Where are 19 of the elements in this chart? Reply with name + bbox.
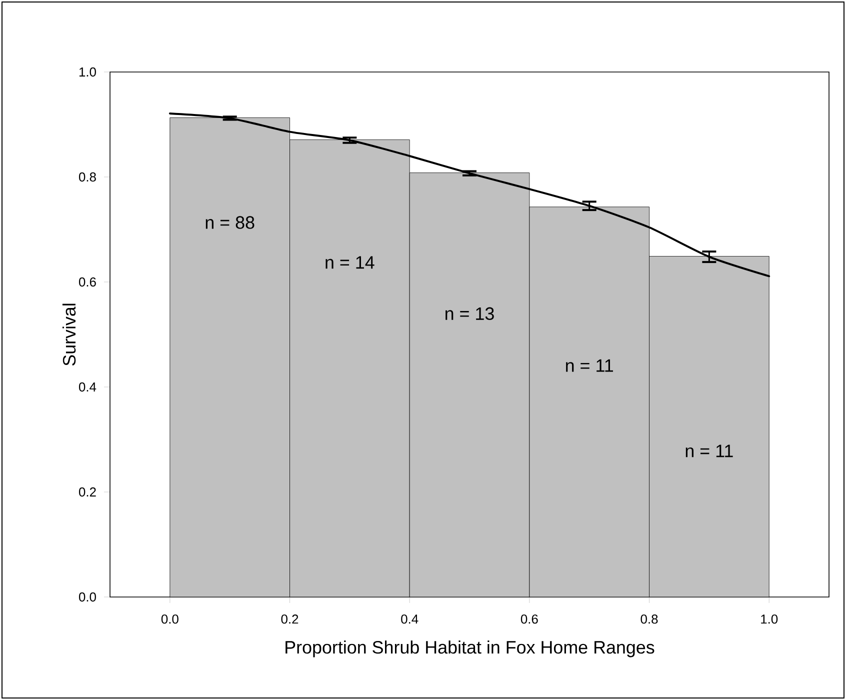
x-tick-label: 0.4 — [401, 614, 418, 624]
annotation: n = 13 — [446, 307, 494, 320]
y-tick-label: 0.8 — [78, 172, 96, 182]
annotation: n = 14 — [326, 256, 374, 269]
y-tick-label: 0.4 — [78, 382, 96, 392]
y-tick-label: 0.6 — [78, 277, 96, 287]
x-tick-label: 0.2 — [281, 614, 298, 624]
x-axis-title: Proportion Shrub Habitat in Fox Home Ranges — [286, 640, 654, 658]
y-tick-label: 0.2 — [78, 487, 96, 497]
x-tick-label: 0.8 — [640, 614, 658, 624]
y-tick-label: 0.0 — [78, 592, 96, 602]
annotation: n = 88 — [206, 216, 254, 229]
y-tick-label: 1.0 — [79, 67, 96, 77]
x-tick-label: 0.0 — [161, 614, 178, 624]
y-axis-title: Survival — [62, 304, 76, 366]
annotation: n = 11 — [686, 444, 733, 458]
x-tick-label: 0.6 — [520, 614, 538, 624]
annotation: n = 11 — [566, 359, 613, 372]
x-tick-label: 1.0 — [761, 614, 778, 624]
